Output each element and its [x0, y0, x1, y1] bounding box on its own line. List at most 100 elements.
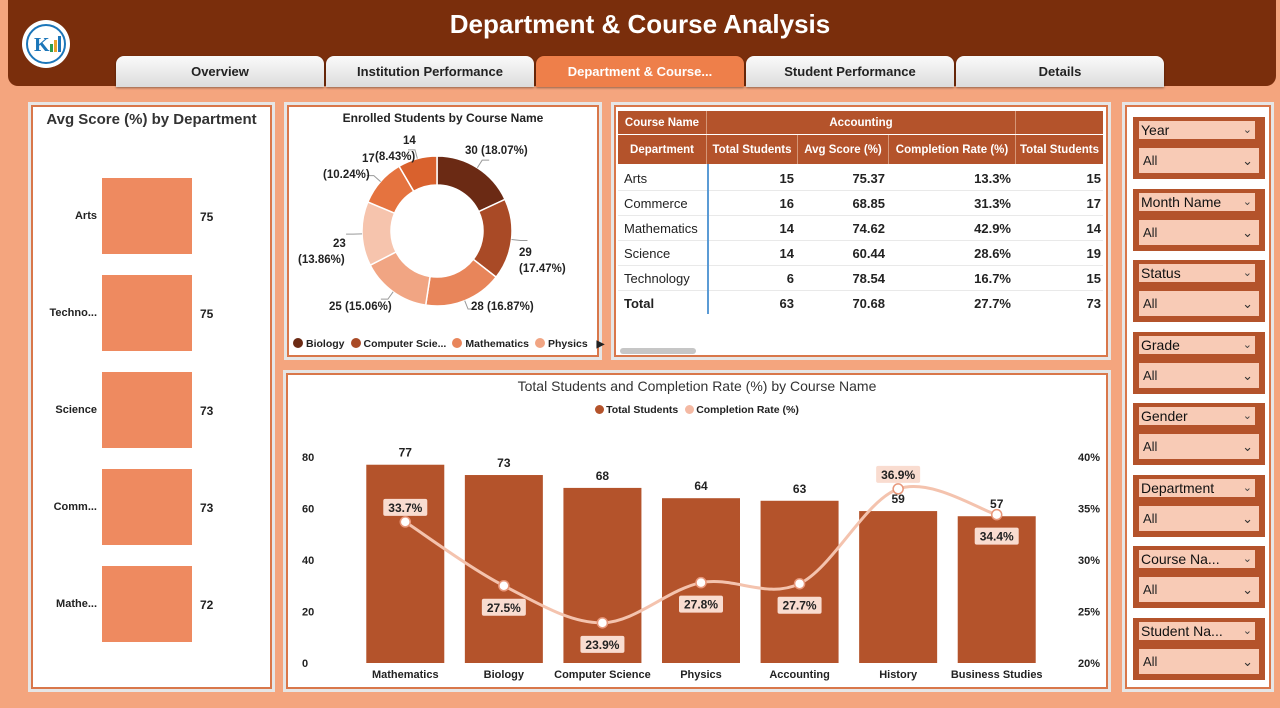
- chevron-down-icon[interactable]: ⌄: [1242, 410, 1252, 422]
- table-row[interactable]: Commerce 16 68.85 31.3% 17: [618, 191, 1103, 216]
- legend-item-biology[interactable]: Biology: [293, 338, 345, 350]
- slicer-title: Student Na...: [1141, 622, 1223, 639]
- logo-icon: K: [26, 24, 66, 64]
- matrix-group-accounting[interactable]: Accounting: [707, 111, 1016, 134]
- donut-leader-line: [366, 175, 381, 182]
- combo-chart: 80 60 40 20 0 40% 35% 30% 25% 20% 77 Mathematics 73 B…: [302, 446, 1100, 681]
- donut-title: Enrolled Students by Course Name: [342, 111, 544, 125]
- completion-rate-point[interactable]: [892, 483, 904, 495]
- tab-institution-performance[interactable]: Institution Performance: [326, 56, 534, 87]
- slicer-dropdown[interactable]: All ⌄: [1139, 362, 1259, 388]
- total-students-bar[interactable]: [859, 511, 938, 663]
- matrix-col-total-students-2[interactable]: Total Students: [1020, 143, 1100, 156]
- combo-chart-panel[interactable]: Total Students and Completion Rate (%) b…: [283, 370, 1111, 692]
- table-row[interactable]: Technology 6 78.54 16.7% 15: [618, 266, 1103, 291]
- completion-rate-point[interactable]: [596, 617, 609, 629]
- tab-overview[interactable]: Overview: [116, 56, 324, 87]
- table-row[interactable]: Arts 15 75.37 13.3% 15: [618, 166, 1103, 191]
- slicer-grade: Grade ⌄ All ⌄: [1133, 331, 1265, 394]
- donut-slice[interactable]: [398, 155, 438, 193]
- slicer-panel: Year ⌄ All ⌄ Month Name ⌄ All ⌄ Status ⌄ All ⌄ Grade…: [1122, 102, 1274, 692]
- avg-score-bar[interactable]: [102, 372, 192, 448]
- donut-legend: Biology Computer Scie... Mathematics Physic…: [293, 338, 604, 350]
- avg-score-bar[interactable]: [102, 275, 192, 351]
- completion-rate-point[interactable]: [793, 577, 806, 590]
- completion-rate-point[interactable]: [498, 580, 510, 592]
- slicer-header[interactable]: Year ⌄: [1139, 121, 1255, 139]
- course-matrix-panel[interactable]: Course Name Accounting Department Total …: [611, 102, 1111, 360]
- slicer-header[interactable]: Student Na... ⌄: [1139, 621, 1255, 640]
- avg-score-bar[interactable]: [102, 178, 192, 254]
- table-row[interactable]: Mathematics 14 74.62 42.9% 14: [618, 216, 1103, 241]
- rate-value-label: 34.4%: [980, 530, 1014, 544]
- chevron-down-icon[interactable]: ⌄: [1242, 267, 1252, 279]
- slicer-dropdown[interactable]: All ⌄: [1139, 291, 1259, 316]
- rate-label-box: [679, 595, 723, 613]
- chevron-down-icon[interactable]: ⌄: [1242, 195, 1252, 208]
- legend-label: Mathematics: [465, 338, 529, 350]
- table-cell: 75.37: [852, 171, 885, 186]
- avg-score-bar[interactable]: [102, 566, 192, 642]
- table-cell: Technology: [624, 271, 690, 286]
- legend-next-icon[interactable]: ▶: [596, 339, 605, 350]
- slicer-value: All: [1143, 296, 1158, 311]
- table-row[interactable]: Science 14 60.44 28.6% 19: [618, 241, 1103, 266]
- total-students-bar[interactable]: [563, 487, 642, 663]
- slicer-header[interactable]: Gender ⌄: [1139, 407, 1255, 425]
- table-cell: 14: [1086, 221, 1101, 236]
- slicer-dropdown[interactable]: All ⌄: [1139, 148, 1259, 173]
- chevron-down-icon[interactable]: ⌄: [1242, 124, 1252, 136]
- completion-rate-point[interactable]: [695, 576, 707, 589]
- bar-value-label: 59: [891, 492, 905, 506]
- legend-dot: [685, 405, 695, 414]
- bar-value-label: 75: [200, 307, 214, 321]
- slicer-header[interactable]: Month Name ⌄: [1139, 192, 1255, 211]
- rate-value-label: 23.9%: [585, 638, 619, 652]
- legend-item-computer-science[interactable]: Computer Scie...: [350, 338, 446, 350]
- matrix-total-row[interactable]: Total 63 70.68 27.7% 73: [618, 291, 1103, 316]
- slicer-header[interactable]: Course Na... ⌄: [1139, 550, 1255, 568]
- chevron-down-icon[interactable]: ⌄: [1242, 338, 1252, 351]
- table-cell: 15: [779, 171, 794, 186]
- total-students-bar[interactable]: [366, 464, 445, 663]
- legend-item-total-students[interactable]: Total Students: [595, 404, 678, 416]
- legend-item-completion-rate[interactable]: Completion Rate (%): [685, 404, 799, 416]
- matrix-horizontal-scrollbar[interactable]: [620, 348, 696, 354]
- completion-rate-point[interactable]: [399, 516, 412, 528]
- matrix-col-completion-rate[interactable]: Completion Rate (%): [889, 135, 1016, 164]
- slicer-title: Gender: [1141, 408, 1188, 424]
- slicer-dropdown[interactable]: All ⌄: [1139, 648, 1259, 674]
- matrix-col-department[interactable]: Department: [618, 135, 707, 164]
- matrix-col-course-name[interactable]: Course Name: [618, 111, 707, 134]
- chevron-down-icon[interactable]: ⌄: [1242, 481, 1252, 494]
- enrolled-donut-panel[interactable]: Enrolled Students by Course Name 30 (18.…: [284, 102, 604, 360]
- bar-category-label: Mathe...: [56, 598, 97, 610]
- slicer-header[interactable]: Status ⌄: [1139, 264, 1255, 282]
- completion-rate-point[interactable]: [990, 508, 1003, 521]
- table-cell: 68.85: [852, 196, 885, 211]
- tab-details[interactable]: Details: [956, 56, 1164, 87]
- avg-score-chart-panel[interactable]: Avg Score (%) by Department Arts 75 Techno…: [28, 102, 275, 692]
- tab-department-course[interactable]: Department & Course...: [536, 56, 744, 87]
- slicer-course-na: Course Na... ⌄ All ⌄: [1133, 546, 1265, 608]
- slicer-dropdown[interactable]: All ⌄: [1139, 505, 1259, 531]
- slicer-header[interactable]: Department ⌄: [1139, 478, 1255, 497]
- chevron-down-icon[interactable]: ⌄: [1242, 624, 1252, 637]
- table-cell: 31.3%: [974, 196, 1011, 211]
- chevron-down-icon[interactable]: ⌄: [1242, 553, 1252, 565]
- chevron-down-icon: ⌄: [1242, 582, 1253, 597]
- slicer-dropdown[interactable]: All ⌄: [1139, 434, 1259, 459]
- table-cell: Commerce: [624, 196, 688, 211]
- slicer-header[interactable]: Grade ⌄: [1139, 335, 1255, 354]
- rate-value-label: 27.8%: [684, 598, 718, 612]
- donut-slice[interactable]: [436, 155, 507, 213]
- avg-score-bar[interactable]: [102, 469, 192, 545]
- y-left-tick-label: 60: [302, 504, 314, 516]
- slicer-dropdown[interactable]: All ⌄: [1139, 219, 1259, 245]
- matrix-col-avg-score[interactable]: Avg Score (%): [798, 135, 889, 164]
- matrix-col-total-students[interactable]: Total Students: [707, 135, 798, 164]
- slicer-dropdown[interactable]: All ⌄: [1139, 577, 1259, 602]
- legend-item-mathematics[interactable]: Mathematics: [452, 338, 529, 350]
- tab-student-performance[interactable]: Student Performance: [746, 56, 954, 87]
- legend-item-physics[interactable]: Physics: [534, 338, 588, 350]
